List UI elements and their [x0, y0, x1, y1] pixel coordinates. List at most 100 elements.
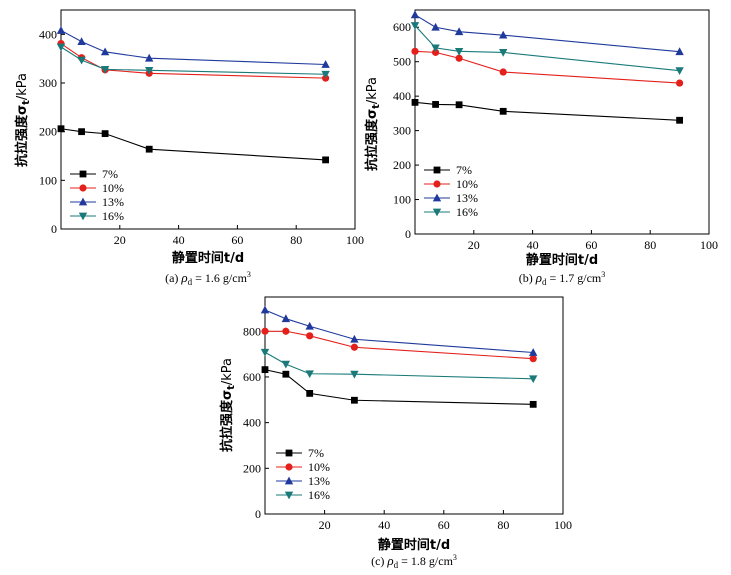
series-line-s10 — [414, 50, 680, 84]
data-point-s7 — [306, 389, 314, 397]
data-point-s13 — [454, 27, 464, 36]
series-line-s7 — [60, 128, 326, 161]
data-point-s16 — [56, 43, 66, 52]
data-point-s10 — [411, 47, 419, 55]
data-point-s7 — [455, 101, 463, 109]
legend-label-s10: 10% — [102, 181, 124, 195]
plot-frame — [414, 9, 710, 235]
data-point-s10 — [529, 355, 537, 363]
data-point-s10 — [350, 343, 358, 351]
legend-marker-s10 — [433, 180, 441, 188]
data-point-s10 — [455, 54, 463, 62]
data-point-s13 — [100, 47, 110, 56]
data-point-s13 — [410, 10, 420, 19]
legend-marker-s10 — [79, 184, 87, 192]
data-point-s13 — [305, 321, 314, 330]
legend-marker-s16 — [78, 212, 88, 221]
data-point-s16 — [410, 22, 420, 30]
data-point-s7 — [282, 370, 290, 378]
legend-label-s13: 13% — [456, 191, 478, 205]
y-axis-label: 抗拉强度σt/kPa — [364, 77, 382, 171]
data-point-s16 — [281, 360, 291, 369]
x-tick-label: 40 — [378, 518, 390, 532]
x-tick-label: 100 — [554, 518, 572, 532]
legend-marker-s7 — [433, 166, 441, 174]
y-tick-label: 400 — [243, 416, 261, 430]
legend-label-s16: 16% — [456, 205, 478, 219]
plot-frame — [264, 296, 564, 515]
legend-marker-s16 — [432, 208, 442, 217]
data-point-s7 — [322, 156, 329, 164]
data-point-s16 — [350, 370, 359, 379]
y-tick-label: 300 — [39, 76, 57, 90]
data-point-s16 — [529, 375, 538, 384]
x-axis-label: 静置时间t/d — [172, 250, 244, 266]
legend-label-s7: 7% — [102, 167, 118, 181]
y-tick-label: 500 — [393, 55, 411, 69]
y-tick-label: 800 — [243, 324, 261, 338]
legend-label-s7: 7% — [456, 163, 472, 177]
data-point-s10 — [676, 79, 684, 87]
legend-marker-s13 — [432, 193, 442, 202]
y-tick-label: 100 — [39, 173, 57, 187]
panel-caption: (a) ρd = 1.6 g/cm3 — [165, 270, 251, 287]
data-point-s16 — [145, 66, 154, 75]
chart-panel-a: 20 40 60 80 100 0 100 200 300 400 7%10%13%16% 静置时间t… — [14, 9, 364, 287]
data-point-s7 — [529, 400, 537, 408]
series-line-s13 — [414, 14, 680, 53]
x-tick-label: 60 — [231, 233, 243, 247]
panel-caption: (b) ρd = 1.7 g/cm3 — [519, 270, 606, 287]
data-point-s10 — [282, 327, 290, 335]
data-point-s13 — [77, 37, 86, 46]
legend-marker-s13 — [284, 476, 294, 485]
x-tick-label: 60 — [438, 518, 450, 532]
x-tick-label: 100 — [700, 238, 718, 252]
series-line-s16 — [60, 46, 326, 75]
data-point-s16 — [431, 44, 440, 53]
legend-label-s10: 10% — [308, 460, 330, 474]
x-tick-label: 20 — [114, 233, 126, 247]
y-tick-label: 400 — [393, 89, 411, 103]
series-line-s13 — [264, 309, 534, 354]
legend-label-s13: 13% — [308, 474, 330, 488]
data-point-s7 — [676, 116, 683, 124]
data-point-s16 — [77, 56, 86, 65]
y-axis-label: 抗拉强度σt/kPa — [219, 358, 237, 452]
legend-marker-s16 — [284, 491, 294, 500]
y-axis-label: 抗拉强度σt/kPa — [14, 73, 32, 167]
y-tick-label: 200 — [39, 125, 57, 139]
data-point-s7 — [78, 128, 85, 136]
y-tick-label: 100 — [393, 193, 411, 207]
data-point-s13 — [281, 314, 291, 323]
data-point-s7 — [411, 98, 419, 106]
legend-label-s16: 16% — [102, 209, 124, 223]
data-point-s7 — [499, 107, 507, 115]
data-point-s16 — [321, 70, 330, 79]
data-point-s10 — [306, 332, 314, 340]
legend-label-s16: 16% — [308, 488, 330, 502]
data-point-s13 — [675, 47, 684, 56]
y-tick-label: 0 — [405, 227, 411, 241]
data-point-s7 — [101, 130, 109, 138]
y-tick-label: 300 — [393, 124, 411, 138]
x-tick-label: 80 — [644, 238, 656, 252]
legend-label-s13: 13% — [102, 195, 124, 209]
data-point-s16 — [499, 48, 508, 57]
y-tick-label: 400 — [39, 27, 57, 41]
series-line-s13 — [60, 29, 326, 66]
y-tick-label: 0 — [51, 222, 57, 236]
y-tick-label: 200 — [243, 461, 261, 475]
data-point-s16 — [675, 67, 684, 76]
x-tick-label: 80 — [497, 518, 509, 532]
data-point-s16 — [454, 47, 464, 56]
chart-panel-b: 20 40 60 80 100 0 100 200 300 400 500 600 7%10%13%16… — [364, 9, 718, 287]
x-tick-label: 100 — [346, 233, 364, 247]
data-point-s13 — [350, 334, 359, 343]
data-point-s16 — [305, 370, 314, 379]
legend-marker-s7 — [79, 170, 87, 178]
data-point-s16 — [260, 348, 270, 357]
x-tick-label: 40 — [527, 238, 539, 252]
y-tick-label: 0 — [255, 507, 261, 521]
legend-marker-s13 — [78, 197, 88, 206]
data-point-s7 — [145, 145, 153, 153]
